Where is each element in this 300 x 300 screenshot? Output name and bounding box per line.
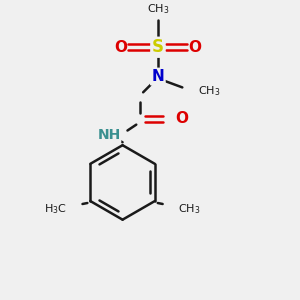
Text: N: N <box>152 69 164 84</box>
Text: O: O <box>114 40 127 55</box>
Text: O: O <box>189 40 202 55</box>
Text: CH$_3$: CH$_3$ <box>198 84 220 98</box>
Text: CH$_3$: CH$_3$ <box>178 202 201 216</box>
Text: H$_3$C: H$_3$C <box>44 202 67 216</box>
Text: S: S <box>152 38 164 56</box>
Text: O: O <box>176 111 188 126</box>
Text: NH: NH <box>98 128 121 142</box>
Text: CH$_3$: CH$_3$ <box>147 2 169 16</box>
